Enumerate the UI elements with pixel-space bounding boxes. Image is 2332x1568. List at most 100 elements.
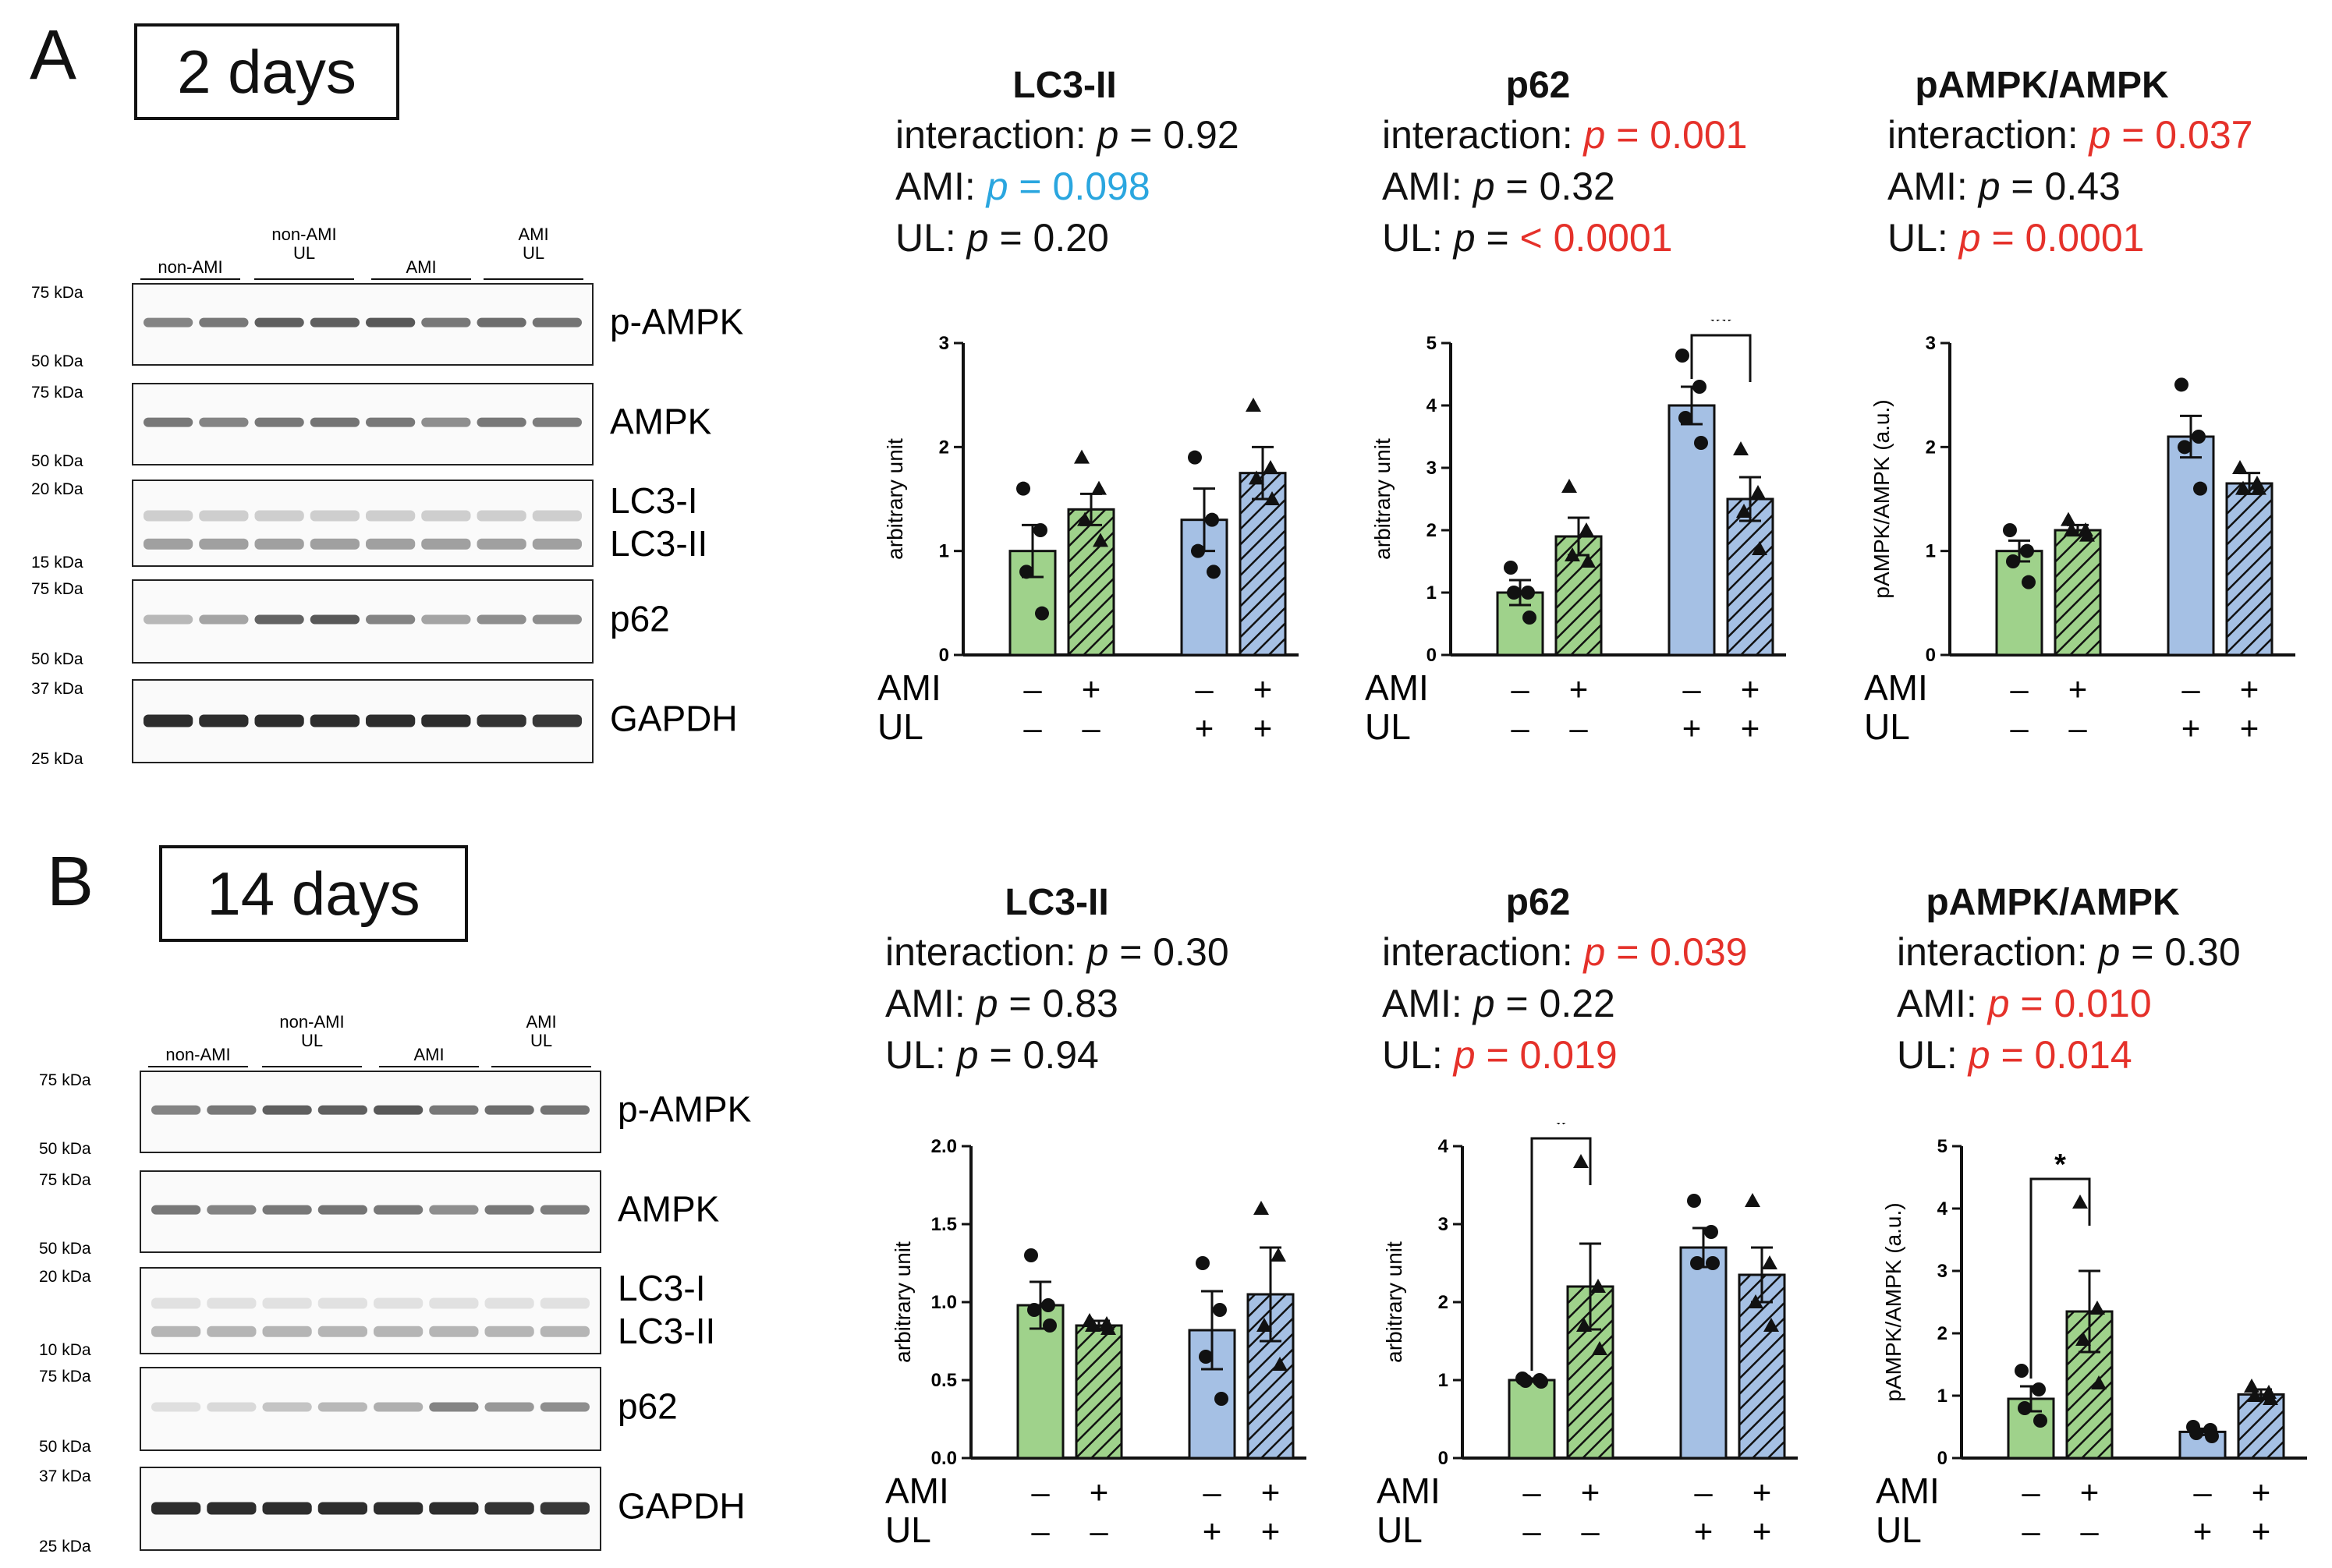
chart-title-b-p62: p62 [1505, 882, 1571, 923]
ami-marker: – [1522, 1474, 1541, 1510]
blot-band [421, 714, 471, 727]
ami-marker: + [1261, 1474, 1281, 1510]
bar [2054, 529, 2102, 657]
significance-label: * [2054, 1149, 2066, 1181]
blot-band [317, 1105, 367, 1115]
blot-band [477, 538, 526, 550]
data-point [1590, 1279, 1606, 1293]
stat-line: interaction: p = 0.30 [1897, 930, 2241, 974]
ul-marker: + [2181, 710, 2201, 746]
y-tick-label: 1 [1438, 1370, 1448, 1391]
data-point [2089, 1301, 2105, 1315]
data-point [1249, 470, 1264, 485]
data-point [1264, 491, 1280, 505]
blot-band [477, 317, 526, 327]
blot-band [144, 510, 193, 522]
y-tick-label: 1 [1426, 582, 1437, 603]
group-label: non-AMI [165, 1045, 230, 1064]
blot-band [262, 1402, 312, 1412]
stat-line: UL: p = 0.014 [1897, 1033, 2132, 1077]
y-tick-label: 3 [1426, 458, 1437, 479]
blot-band [429, 1205, 479, 1215]
group-label: AMI [406, 257, 436, 277]
kda-marker: 15 kDa [31, 554, 83, 572]
y-tick-label: 0 [1937, 1448, 1947, 1469]
data-point [1522, 611, 1536, 625]
kda-marker: 10 kDa [39, 1341, 91, 1359]
kda-marker: 75 kDa [39, 1171, 91, 1189]
blot-membrane [140, 1367, 601, 1451]
blot-band [366, 510, 416, 522]
blot-band [532, 614, 582, 625]
blot-band [540, 1502, 590, 1515]
bar [2225, 482, 2274, 657]
kda-marker: 50 kDa [31, 352, 83, 370]
y-tick-label: 3 [939, 333, 949, 354]
y-tick-label: 0.0 [931, 1448, 957, 1469]
blot-band [484, 1402, 534, 1412]
data-point [2178, 440, 2192, 455]
kda-marker: 75 kDa [31, 284, 83, 302]
blot-band [374, 1205, 424, 1215]
blot-band [199, 538, 249, 550]
ami-marker: + [1741, 671, 1760, 707]
y-tick-label: 1.0 [931, 1292, 957, 1313]
stat-line: UL: p = < 0.0001 [1382, 216, 1673, 260]
blot-band [262, 1105, 312, 1115]
data-point [1750, 485, 1766, 499]
data-point [1256, 1318, 1272, 1332]
kda-marker: 50 kDa [31, 452, 83, 470]
blot-band [317, 1205, 367, 1215]
ul-marker: + [2193, 1513, 2213, 1549]
blot-band [317, 1402, 367, 1412]
stat-line: interaction: p = 0.037 [1887, 113, 2253, 157]
blot-band [144, 417, 193, 427]
blot-band [532, 317, 582, 327]
blot-band [254, 317, 304, 327]
significance-bracket [1530, 1137, 1592, 1371]
stats-a-pampk: interaction: p = 0.037 AMI: p = 0.43 UL:… [1887, 109, 2252, 264]
data-point [1207, 565, 1221, 579]
blot-band [199, 317, 249, 327]
kda-marker: 25 kDa [31, 750, 83, 768]
data-point [2079, 527, 2095, 542]
stat-line: interaction: p = 0.30 [885, 930, 1229, 974]
significance-bracket [1690, 334, 1752, 382]
stat-line: AMI: p = 0.22 [1382, 982, 1615, 1025]
data-point [1580, 554, 1596, 568]
ul-marker: – [1023, 710, 1042, 746]
ul-marker: – [2080, 1513, 2099, 1549]
data-point [1199, 1350, 1213, 1364]
bar [1738, 1273, 1786, 1460]
group-label: UL [301, 1031, 323, 1050]
ul-marker: – [1581, 1513, 1600, 1549]
blot-band [310, 614, 360, 625]
blot-band [366, 614, 416, 625]
blot-band [199, 714, 249, 727]
data-point [1745, 1193, 1760, 1207]
y-tick-label: 4 [1937, 1198, 1948, 1219]
blot-band [151, 1502, 201, 1515]
data-point [2075, 1332, 2091, 1346]
y-tick-label: 0 [1438, 1448, 1448, 1469]
blot-band [374, 1326, 424, 1337]
bar [1239, 472, 1287, 657]
stats-b-pampk: interaction: p = 0.30 AMI: p = 0.010 UL:… [1897, 926, 2241, 1081]
data-point [1100, 1321, 1116, 1335]
days-label-a: 2 days [134, 23, 399, 120]
protein-label: LC3-I [610, 480, 697, 521]
data-point [2064, 522, 2079, 536]
stat-line: AMI: p = 0.83 [885, 982, 1118, 1025]
data-point [1246, 398, 1261, 412]
kda-marker: 20 kDa [31, 480, 83, 498]
y-tick-label: 2 [939, 437, 949, 458]
y-tick-label: 3 [1937, 1261, 1947, 1282]
ul-row-label: UL [877, 706, 923, 747]
blot-band [254, 714, 304, 727]
blot-band [421, 510, 471, 522]
y-axis-label: arbitrary unit [1370, 438, 1395, 560]
group-label: AMI [413, 1045, 444, 1064]
y-tick-label: 2 [1937, 1323, 1947, 1344]
data-point [1188, 450, 1202, 465]
